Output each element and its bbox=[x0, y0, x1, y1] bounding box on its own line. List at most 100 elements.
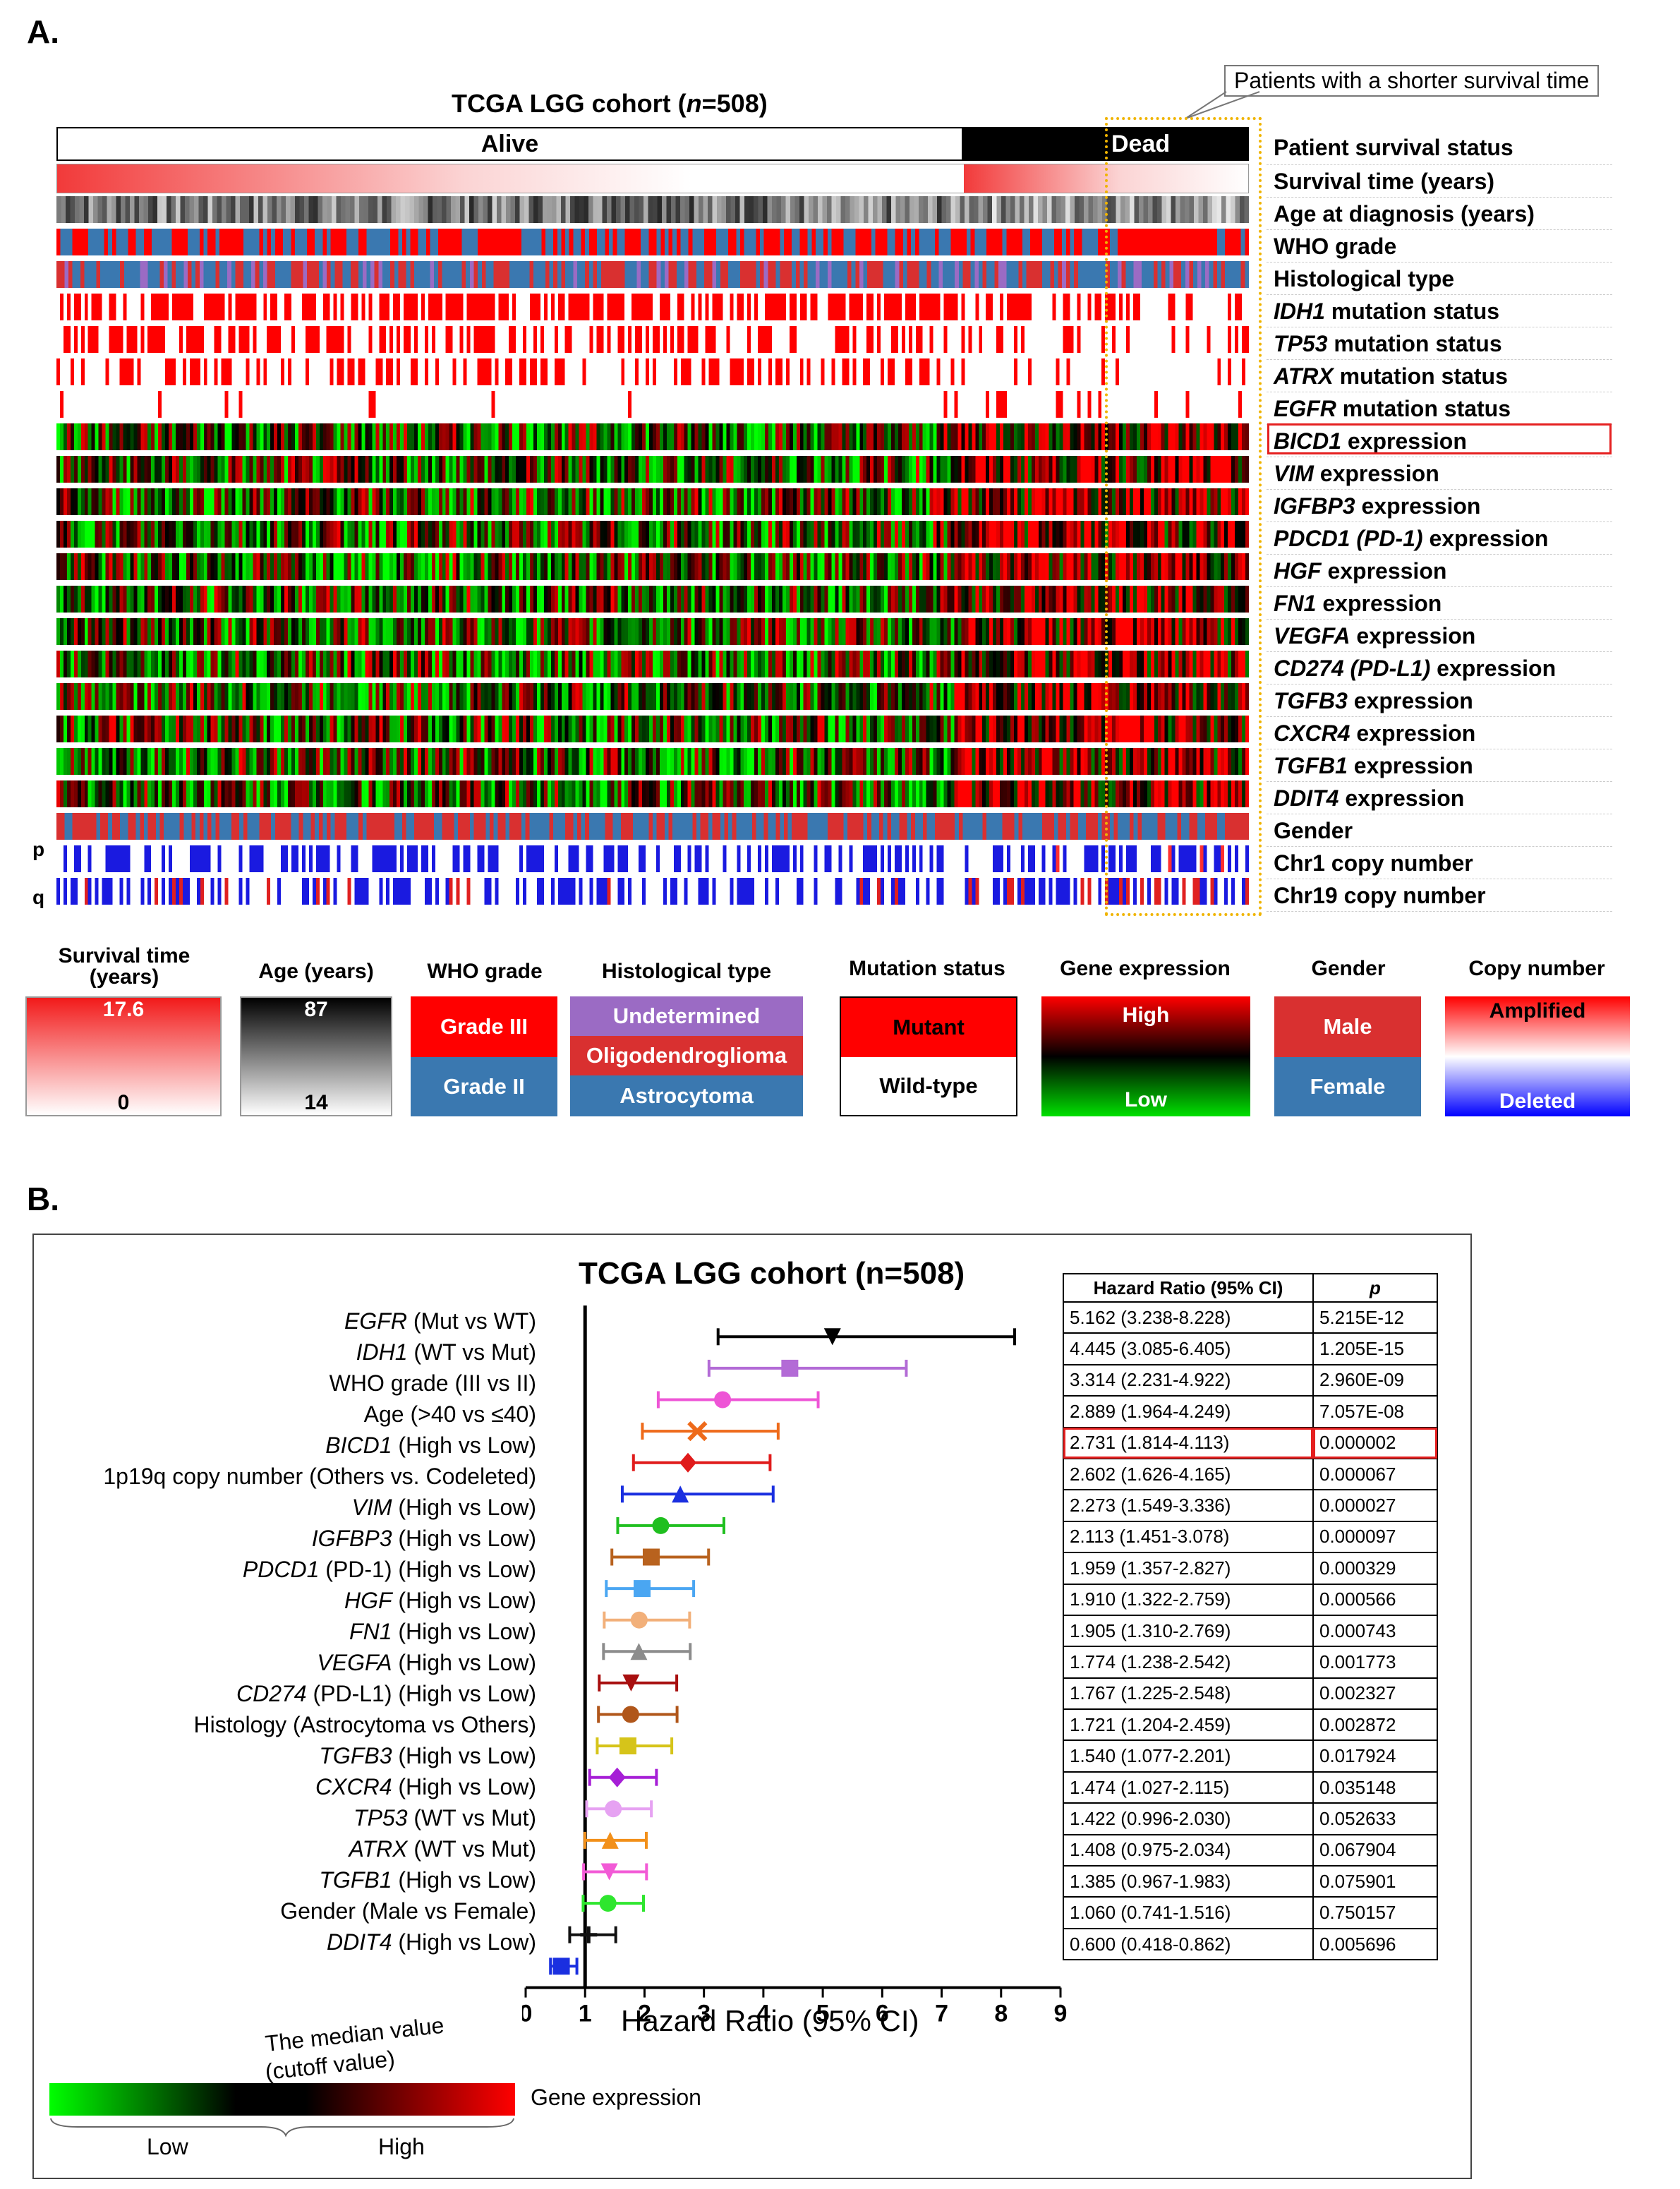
table-cell-p: 0.000027 bbox=[1312, 1489, 1438, 1522]
legend-expression-title: Gene expression bbox=[1060, 957, 1231, 980]
hr-point bbox=[823, 1328, 841, 1346]
callout-box: Patients with a shorter survival time bbox=[1224, 65, 1600, 97]
table-cell-p: 0.000097 bbox=[1312, 1520, 1438, 1554]
vegfa-row bbox=[56, 618, 1249, 645]
scale-brace bbox=[50, 2118, 514, 2137]
forest-row-label: DDIT4 (High vs Low) bbox=[327, 1929, 536, 1955]
table-row: 1.422 (0.996-2.030) 0.052633 bbox=[1063, 1802, 1438, 1835]
gender-row bbox=[56, 813, 1249, 840]
table-row: 1.910 (1.322-2.759) 0.000566 bbox=[1063, 1583, 1438, 1616]
table-cell-p: 0.035148 bbox=[1312, 1771, 1438, 1804]
table-row: 1.408 (0.975-2.034) 0.067904 bbox=[1063, 1833, 1438, 1867]
table-cell-p: 0.000002 bbox=[1312, 1426, 1438, 1459]
legend-copy-gradient: Amplified Deleted bbox=[1445, 996, 1630, 1116]
table-cell-p: 1.205E-15 bbox=[1312, 1332, 1438, 1365]
track-label: WHO grade bbox=[1267, 230, 1612, 263]
legend-gender-female: Female bbox=[1274, 1057, 1421, 1116]
who-row bbox=[56, 229, 1249, 255]
table-cell-p: 0.017924 bbox=[1312, 1739, 1438, 1773]
legend-age-min: 14 bbox=[304, 1091, 328, 1114]
x-tick-label: 0 bbox=[522, 2001, 532, 2027]
legend-survival-title: Survival time (years) bbox=[58, 944, 191, 989]
x-tick-label: 3 bbox=[697, 2001, 711, 2027]
table-cell-p: 0.002327 bbox=[1312, 1677, 1438, 1711]
track-label: PDCD1 (PD-1) expression bbox=[1267, 522, 1612, 555]
gene-expression-scale-label: Gene expression bbox=[531, 2085, 701, 2110]
hr-point bbox=[714, 1391, 732, 1409]
table-cell-hr: 1.474 (1.027-2.115) bbox=[1063, 1771, 1314, 1804]
table-cell-p: 0.002872 bbox=[1312, 1708, 1438, 1742]
forest-row-label: CD274 (PD-L1) (High vs Low) bbox=[236, 1681, 536, 1706]
table-cell-hr: 5.162 (3.238-8.228) bbox=[1063, 1301, 1314, 1334]
track-label: Age at diagnosis (years) bbox=[1267, 198, 1612, 230]
table-cell-hr: 1.540 (1.077-2.201) bbox=[1063, 1739, 1314, 1773]
track-label: EGFR mutation status bbox=[1267, 392, 1612, 425]
alive-segment: Alive bbox=[56, 127, 963, 161]
track-label: BICD1 expression bbox=[1267, 425, 1612, 457]
forest-row-label: TGFB1 (High vs Low) bbox=[319, 1867, 536, 1893]
hist-row bbox=[56, 261, 1249, 288]
x-tick-label: 9 bbox=[1054, 2001, 1068, 2027]
legend-hist-undetermined: Undetermined bbox=[570, 996, 803, 1036]
table-cell-hr: 2.113 (1.451-3.078) bbox=[1063, 1520, 1314, 1554]
forest-row-label: FN1 (High vs Low) bbox=[349, 1619, 536, 1644]
table-row: 2.602 (1.626-4.165) 0.000067 bbox=[1063, 1457, 1438, 1491]
forest-row-label: TP53 (WT vs Mut) bbox=[353, 1805, 536, 1831]
forest-row-label: CXCR4 (High vs Low) bbox=[315, 1774, 536, 1799]
tgfb3-row bbox=[56, 683, 1249, 710]
forest-row-label: VIM (High vs Low) bbox=[351, 1495, 536, 1520]
legend-survival-min: 0 bbox=[117, 1091, 130, 1114]
panel-b-frame bbox=[32, 1234, 1472, 2179]
table-cell-p: 0.067904 bbox=[1312, 1833, 1438, 1867]
legend-gender-title: Gender bbox=[1311, 957, 1386, 980]
hr-point bbox=[622, 1674, 640, 1692]
table-cell-p: 0.000067 bbox=[1312, 1457, 1438, 1491]
ddit4-row bbox=[56, 780, 1249, 807]
table-cell-hr: 3.314 (2.231-4.922) bbox=[1063, 1363, 1314, 1397]
legend-who-grade2: Grade II bbox=[411, 1057, 557, 1116]
pdcd1-row bbox=[56, 521, 1249, 548]
table-row: 1.767 (1.225-2.548) 0.002327 bbox=[1063, 1677, 1438, 1711]
hazard-ratio-table: Hazard Ratio (95% CI) p 5.162 (3.238-8.2… bbox=[1063, 1273, 1438, 1961]
x-tick-label: 6 bbox=[876, 2001, 889, 2027]
legend-expression-gradient: High Low bbox=[1041, 996, 1250, 1116]
hr-point bbox=[781, 1359, 799, 1377]
legend-survival-max: 17.6 bbox=[102, 998, 145, 1021]
forest-row-label: PDCD1 (PD-1) (High vs Low) bbox=[242, 1557, 536, 1582]
table-cell-hr: 2.273 (1.549-3.336) bbox=[1063, 1489, 1314, 1522]
table-cell-hr: 0.600 (0.418-0.862) bbox=[1063, 1927, 1314, 1961]
hgf-row bbox=[56, 553, 1249, 580]
panel-a-title: TCGA LGG cohort (n=508) bbox=[452, 89, 768, 118]
table-cell-hr: 1.060 (0.741-1.516) bbox=[1063, 1896, 1314, 1929]
table-cell-hr: 1.385 (0.967-1.983) bbox=[1063, 1865, 1314, 1898]
table-cell-hr: 1.767 (1.225-2.548) bbox=[1063, 1677, 1314, 1711]
tgfb1-row bbox=[56, 748, 1249, 775]
panel-a-letter: A. bbox=[27, 13, 59, 50]
table-cell-hr: 1.910 (1.322-2.759) bbox=[1063, 1583, 1314, 1616]
hr-point bbox=[580, 1926, 598, 1943]
hr-point bbox=[642, 1548, 660, 1566]
table-row: 1.721 (1.204-2.459) 0.002872 bbox=[1063, 1708, 1438, 1742]
table-cell-hr: 2.889 (1.964-4.249) bbox=[1063, 1395, 1314, 1428]
x-tick-label: 7 bbox=[935, 2001, 948, 2027]
table-row: 1.905 (1.310-2.769) 0.000743 bbox=[1063, 1614, 1438, 1648]
table-cell-p: 0.075901 bbox=[1312, 1865, 1438, 1898]
table-row: 5.162 (3.238-8.228) 5.215E-12 bbox=[1063, 1301, 1438, 1334]
legend-hist-astro: Astrocytoma bbox=[570, 1075, 803, 1116]
track-label: Histological type bbox=[1267, 263, 1612, 295]
forest-row-label: TGFB3 (High vs Low) bbox=[319, 1743, 536, 1768]
track-label: VIM expression bbox=[1267, 457, 1612, 490]
cd274-row bbox=[56, 651, 1249, 677]
legend-hist-title: Histological type bbox=[601, 960, 772, 983]
table-cell-p: 0.052633 bbox=[1312, 1802, 1438, 1835]
legend-mutation-mutant: Mutant bbox=[841, 998, 1016, 1057]
legend-survival-gradient: 17.6 0 bbox=[25, 996, 222, 1116]
forest-row-label: EGFR (Mut vs WT) bbox=[344, 1308, 536, 1334]
forest-title: TCGA LGG cohort (n=508) bbox=[579, 1256, 965, 1291]
hr-point bbox=[601, 1831, 619, 1849]
legend-who-grade3: Grade III bbox=[411, 996, 557, 1057]
track-label: TGFB3 expression bbox=[1267, 685, 1612, 717]
x-tick-label: 2 bbox=[638, 2001, 651, 2027]
short-survival-highlight bbox=[1105, 117, 1262, 916]
track-label: Chr19 copy number bbox=[1267, 879, 1612, 912]
